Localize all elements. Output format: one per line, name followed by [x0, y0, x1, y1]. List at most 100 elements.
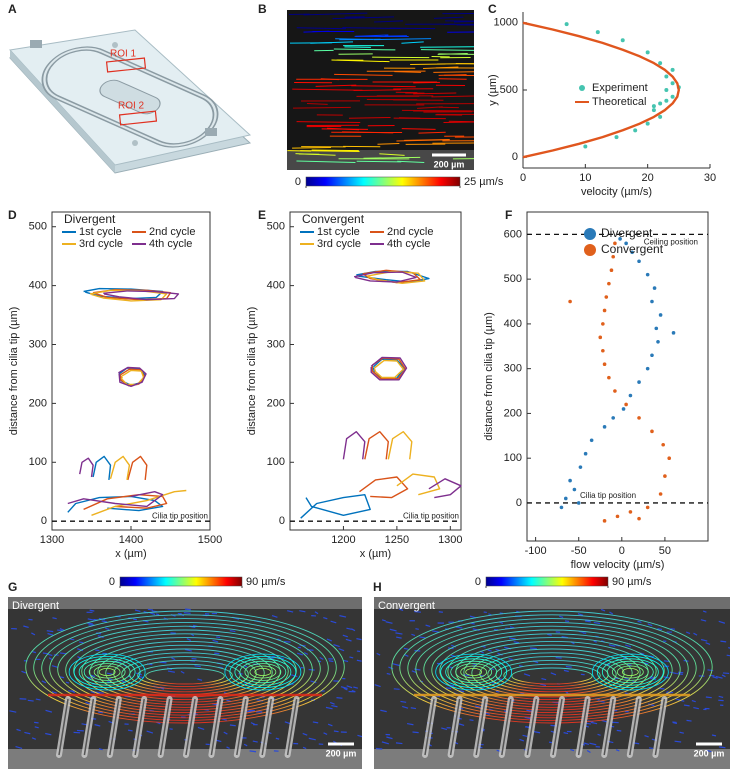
streak — [420, 46, 474, 48]
tracer — [691, 699, 696, 703]
x-tick-label: 10 — [579, 172, 591, 184]
y-tick-label: 300 — [29, 338, 47, 350]
tracer — [385, 621, 393, 624]
data-point — [663, 474, 667, 478]
tracer — [705, 642, 711, 645]
tracer — [338, 648, 345, 652]
scale-bar-label: 200 µm — [434, 159, 465, 169]
streamline — [415, 621, 689, 716]
streak — [315, 84, 357, 87]
tracer — [197, 726, 205, 730]
vortex-line — [98, 668, 116, 677]
tracer — [127, 729, 133, 732]
streak — [433, 16, 464, 19]
data-point — [598, 335, 603, 340]
x-tick-label: 0 — [619, 545, 625, 557]
data-point — [602, 308, 607, 313]
streamline — [431, 629, 673, 711]
data-point — [630, 250, 634, 255]
reference-label: Cilia tip position — [580, 491, 636, 500]
tracer — [555, 656, 562, 659]
data-point — [602, 519, 607, 523]
tracer — [31, 737, 37, 740]
panel-label: G — [8, 580, 17, 594]
streamline — [503, 663, 601, 688]
vortex-line — [244, 663, 282, 681]
vortex-line — [78, 658, 136, 686]
tracer — [339, 615, 347, 618]
data-point — [568, 478, 572, 483]
streak — [363, 156, 421, 159]
colorbar-label: 25 µm/s — [464, 176, 504, 188]
streak — [420, 49, 474, 51]
tracer — [101, 620, 108, 623]
tracer — [51, 665, 59, 668]
tracer — [475, 705, 481, 709]
y-tick-label: 500 — [29, 221, 47, 233]
legend-label: Divergent — [601, 226, 653, 240]
tracer — [310, 680, 317, 684]
vortex-line — [465, 668, 483, 677]
tracer — [487, 649, 492, 652]
streak-image — [287, 10, 474, 170]
data-point — [667, 456, 672, 460]
streamline — [105, 648, 265, 698]
vortex-line — [611, 663, 649, 681]
streak — [443, 121, 474, 123]
tracer — [458, 723, 465, 727]
y-tick-label: 0 — [512, 151, 518, 163]
panel-label: E — [258, 208, 266, 222]
streak — [433, 71, 474, 73]
tracer — [277, 638, 282, 641]
plot-annotation-title: Divergent — [64, 212, 116, 226]
x-tick-label: -50 — [571, 545, 587, 557]
tracer — [45, 709, 53, 713]
axes-frame — [526, 211, 709, 542]
tracer — [214, 652, 220, 655]
tracer — [35, 698, 41, 701]
tracer — [686, 719, 692, 722]
data-point — [607, 375, 611, 380]
cilium-core — [210, 698, 222, 756]
y-tick-label: 400 — [29, 280, 47, 292]
series-line — [342, 271, 462, 499]
data-point — [618, 237, 622, 241]
vortex-line — [229, 656, 297, 689]
tracer — [340, 686, 348, 690]
data-point — [658, 101, 663, 106]
tracer — [712, 676, 718, 679]
streamline — [97, 644, 273, 701]
series-line — [522, 21, 680, 159]
tracer — [356, 638, 362, 641]
streak — [452, 158, 474, 160]
tracer — [669, 671, 677, 675]
streak — [292, 146, 331, 149]
tracer — [346, 685, 353, 689]
tracer — [472, 628, 480, 632]
streamline — [41, 618, 329, 719]
tracer — [59, 676, 65, 679]
tracer — [135, 672, 143, 676]
tracer — [376, 652, 381, 656]
streak — [445, 20, 474, 22]
tracer — [171, 657, 176, 661]
streak — [335, 38, 374, 40]
streak — [353, 89, 402, 92]
tracer — [644, 734, 649, 738]
channel-wall — [374, 597, 730, 609]
tracer — [586, 722, 591, 725]
x-tick-label: 20 — [642, 172, 654, 184]
tracer — [711, 734, 717, 737]
streak — [342, 131, 394, 134]
tracer — [411, 633, 416, 637]
tracer — [133, 618, 138, 621]
tracer — [625, 644, 632, 648]
tracer — [194, 665, 201, 668]
y-axis-label: y (µm) — [487, 74, 499, 105]
tracer — [398, 608, 404, 612]
colorbar — [119, 576, 243, 587]
data-point — [654, 326, 659, 331]
tracer — [314, 611, 319, 615]
legend-label: 4th cycle — [387, 238, 430, 250]
tracer — [386, 672, 391, 675]
